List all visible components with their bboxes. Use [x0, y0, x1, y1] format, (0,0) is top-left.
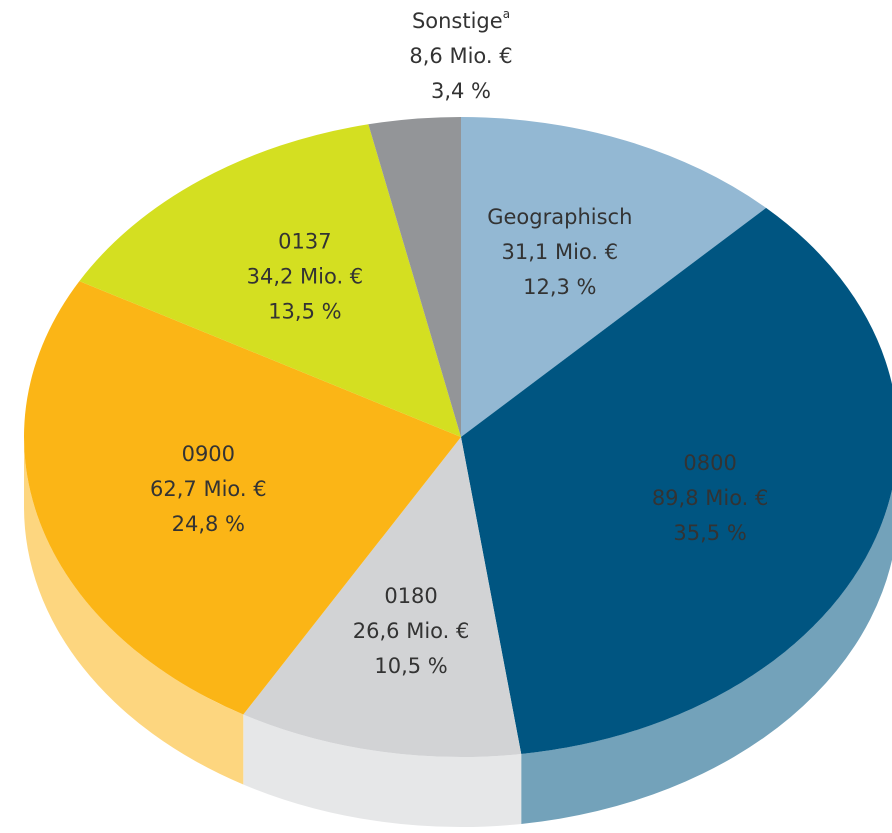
category-label: 0800: [683, 451, 736, 475]
pie-side: [24, 437, 244, 785]
category-label: Geographisch: [487, 205, 632, 229]
amount-label: 8,6 Mio. €: [409, 44, 512, 68]
pie-slice: [368, 117, 461, 437]
value-label: 24,8 %: [172, 512, 245, 536]
pie-slice: [243, 437, 522, 757]
slice-label: Geographisch: [487, 205, 632, 229]
pie-slice: [79, 124, 461, 437]
value-label: 13,5 %: [268, 300, 341, 324]
value-label: 3,4 %: [431, 79, 491, 103]
slice-label: 0137: [278, 230, 331, 254]
amount-label: 62,7 Mio. €: [150, 477, 267, 501]
pie-slice: [23, 281, 461, 715]
value-label: 35,5 %: [673, 521, 746, 545]
category-label: 0137: [278, 230, 331, 254]
footnote-mark: a: [503, 7, 510, 21]
category-label: 0900: [182, 442, 235, 466]
value-label: 12,3 %: [523, 275, 596, 299]
amount-label: 89,8 Mio. €: [652, 486, 769, 510]
pie-side: [243, 714, 522, 827]
amount-label: 34,2 Mio. €: [247, 265, 364, 289]
slice-label: 0800: [683, 451, 736, 475]
category-label: Sonstige: [412, 9, 503, 33]
category-label: 0180: [384, 584, 437, 608]
amount-label: 26,6 Mio. €: [353, 619, 470, 643]
slice-label: Sonstigea: [412, 7, 510, 34]
pie-slice: [461, 207, 892, 754]
value-label: 10,5 %: [374, 654, 447, 678]
slice-label: 0900: [182, 442, 235, 466]
slice-label: 0180: [384, 584, 437, 608]
pie-slice: [461, 117, 767, 437]
pie-side: [521, 489, 892, 824]
amount-label: 31,1 Mio. €: [502, 240, 619, 264]
